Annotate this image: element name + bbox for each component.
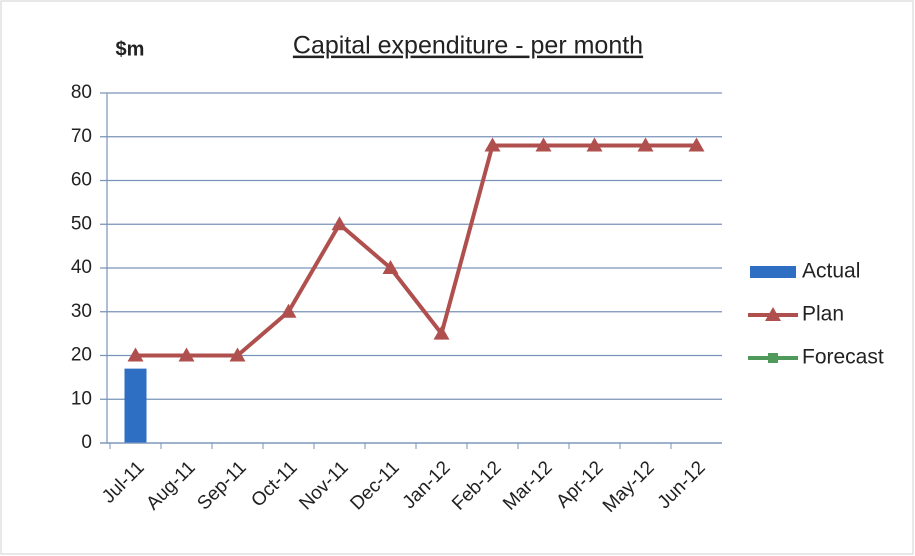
y-tick-label: 40 — [71, 257, 92, 278]
y-tick-label: 20 — [71, 345, 92, 366]
y-tick-label: 70 — [71, 126, 92, 147]
legend-marker — [765, 307, 781, 321]
point-marker — [382, 260, 399, 274]
point-marker — [178, 347, 195, 362]
bar — [124, 368, 147, 443]
legend-swatch — [750, 266, 796, 278]
y-tick-label: 0 — [81, 432, 92, 453]
point-marker — [331, 216, 348, 231]
y-tick-label: 60 — [71, 170, 92, 191]
y-tick-label: 30 — [71, 301, 92, 322]
point-marker — [586, 137, 603, 152]
point-marker — [229, 347, 246, 362]
point-marker — [433, 325, 450, 340]
point-marker — [484, 137, 501, 152]
legend-label: Forecast — [802, 346, 884, 369]
y-tick-label: 10 — [71, 388, 92, 409]
line — [135, 143, 697, 358]
point-marker — [535, 137, 552, 152]
y-tick-label: 50 — [71, 213, 92, 234]
legend-label: Actual — [802, 260, 860, 283]
y-tick-label: 80 — [71, 82, 92, 103]
legend-marker — [768, 353, 778, 363]
chart-title: Capital expenditure - per month — [293, 32, 643, 60]
point-marker — [688, 137, 705, 152]
point-marker — [637, 137, 654, 152]
legend-label: Plan — [802, 303, 844, 326]
point-marker — [127, 347, 144, 362]
y-axis-label: $m — [116, 38, 145, 60]
point-marker — [280, 303, 297, 318]
